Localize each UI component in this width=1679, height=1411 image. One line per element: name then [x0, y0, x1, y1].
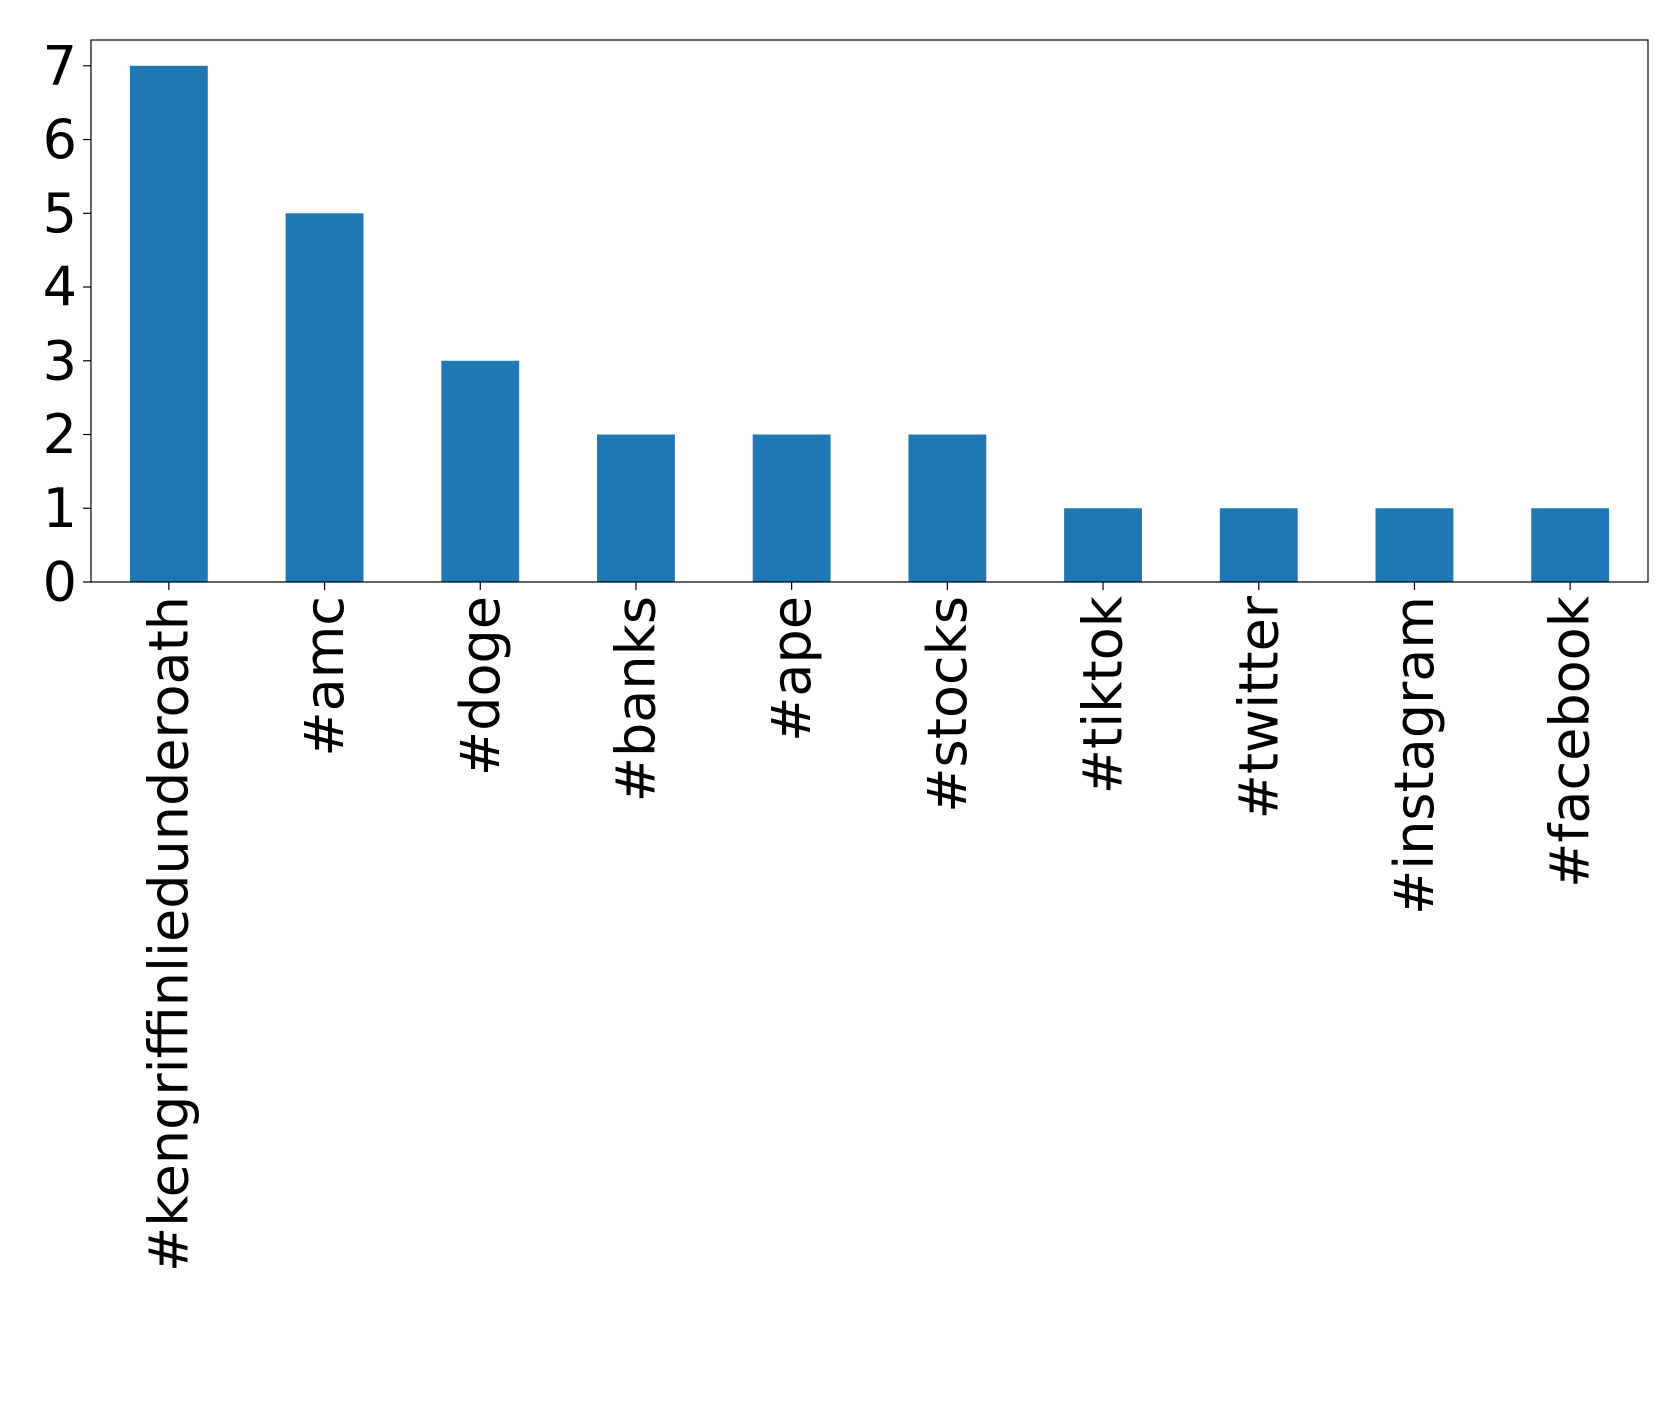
bar [1219, 508, 1298, 582]
x-tick-label: #facebook [1539, 595, 1602, 888]
x-tick-label: #banks [604, 596, 667, 802]
x-tick-label: #ape [760, 596, 823, 742]
bar [1531, 508, 1610, 582]
y-tick-label: 4 [43, 256, 77, 319]
bar [597, 434, 675, 582]
x-tick-label: #doge [449, 596, 512, 776]
x-tick-label: #stocks [916, 596, 979, 813]
bar [441, 360, 520, 582]
bar [752, 434, 831, 582]
y-tick-label: 0 [43, 551, 77, 614]
bar [1064, 508, 1142, 582]
y-tick-label: 3 [43, 329, 77, 392]
y-tick-label: 6 [43, 108, 77, 171]
x-tick-label: #twitter [1227, 595, 1290, 819]
x-tick-label: #instagram [1383, 596, 1446, 915]
bar [1375, 508, 1454, 582]
y-tick-label: 1 [43, 477, 77, 540]
y-tick-label: 7 [43, 34, 77, 97]
bar [285, 213, 364, 582]
bar [129, 65, 208, 583]
bar [908, 434, 987, 582]
x-tick-label: #kengriffinliedunderoath [137, 596, 200, 1272]
axes-frame [90, 39, 1649, 583]
y-tick-label: 2 [43, 403, 77, 466]
x-tick-label: #amc [293, 596, 356, 757]
y-tick-label: 5 [43, 182, 77, 245]
x-tick-label: #tiktok [1072, 595, 1135, 794]
